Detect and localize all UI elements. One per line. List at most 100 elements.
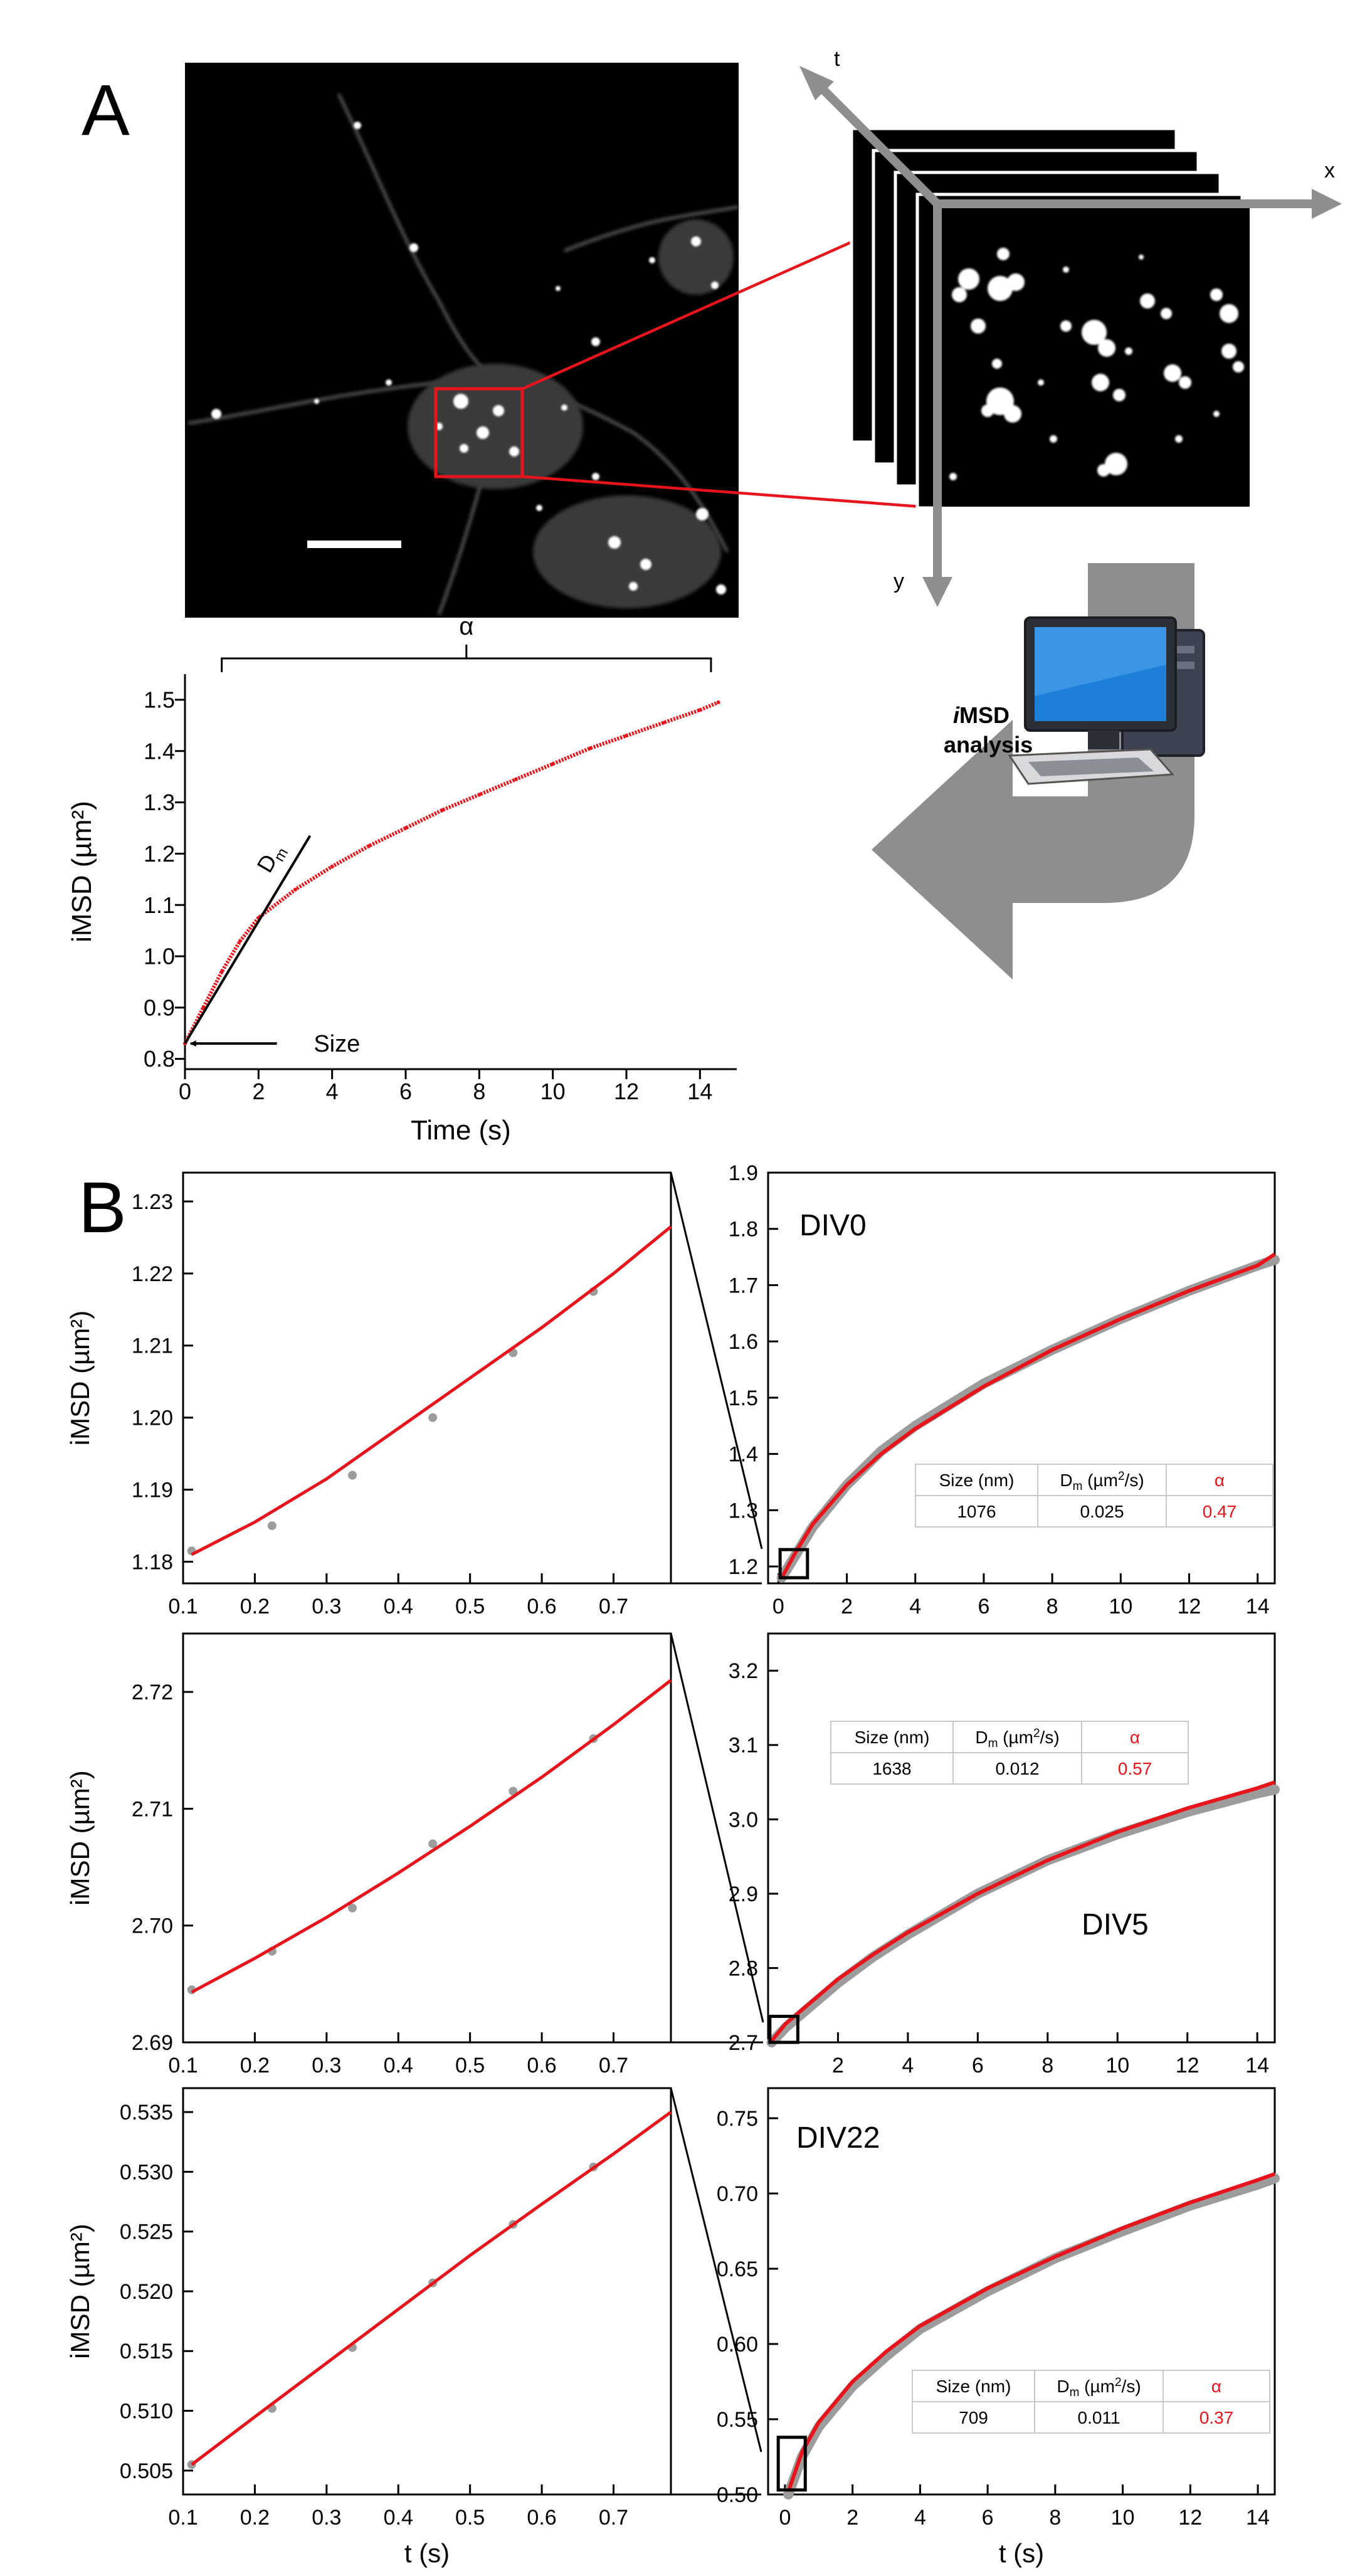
data-band: [776, 1255, 1280, 1583]
y-tick-label: 1.7: [729, 1274, 758, 1297]
table-value: 1076: [957, 1502, 996, 1521]
x-tick-label: 0.3: [312, 2506, 341, 2530]
y-tick-label: 1.21: [132, 1334, 173, 1358]
plot-frame: [767, 1632, 1276, 2044]
y-tick-label: 0.65: [717, 2257, 758, 2281]
y-tick-label: 1.18: [132, 1550, 173, 1574]
x-tick-label: 10: [1109, 1595, 1132, 1618]
data-point: [698, 708, 702, 712]
data-point: [267, 1521, 277, 1531]
y-tick-label: 0.75: [717, 2107, 758, 2131]
plot-frame: [767, 1171, 1276, 1585]
table-value: 0.47: [1203, 1502, 1237, 1521]
panel-label-a: A: [82, 70, 130, 150]
chart-b2-full: 2 4 6 8 10 12 14 2.7 2.8 2.9 3.0 3.1 3.2 DIV5 Size (nm…: [729, 1632, 1280, 2077]
dm-header-sup: 2: [1033, 1727, 1040, 1740]
data-point: [588, 746, 592, 751]
y-tick-label: 1.2: [729, 1555, 758, 1579]
x-tick-label: 0.4: [384, 1595, 413, 1618]
x-tick-label: 6: [978, 1595, 989, 1618]
x-tick-label: 10: [540, 1079, 566, 1104]
x-tick-label: 0.4: [384, 2054, 413, 2077]
computer-icon: [1008, 616, 1205, 785]
y-tick-label: 2.9: [729, 1882, 758, 1906]
x-tick-label: 10: [1105, 2054, 1129, 2077]
table-value: 709: [959, 2408, 988, 2427]
condition-label: DIV22: [796, 2121, 880, 2155]
y-tick-label: 1.22: [132, 1262, 173, 1286]
x-tick-label: 0.3: [312, 2054, 341, 2077]
fit-line: [191, 1225, 672, 1556]
y-axis-title: iMSD (µm²): [65, 2224, 95, 2358]
data-point: [348, 1903, 357, 1913]
data-point: [428, 1839, 438, 1849]
panel-label-b: B: [78, 1168, 127, 1248]
x-tick-label: 0.1: [168, 1595, 198, 1618]
y-tick-label: 0.50: [717, 2483, 758, 2507]
roi-box: [434, 387, 524, 478]
condition-label: DIV5: [1082, 1908, 1149, 1941]
data-point: [330, 864, 334, 868]
x-tick-label: 4: [909, 1595, 921, 1618]
fit-line: [770, 1780, 1275, 2042]
table-value: 1638: [872, 1759, 911, 1778]
x-tick-label: 12: [1176, 2054, 1199, 2077]
x-tick-label: 14: [1245, 2054, 1269, 2077]
x-tick-label: 0.6: [527, 2506, 556, 2530]
fit-line: [191, 1679, 672, 1994]
x-tick-label: 0: [179, 1079, 191, 1104]
y-tick-label: 1.6: [729, 1330, 758, 1354]
x-tick-label: 8: [1049, 2506, 1061, 2530]
y-tick-label: 0.505: [120, 2459, 173, 2483]
x-tick-label: 0.4: [384, 2506, 413, 2530]
table-value: 0.57: [1118, 1759, 1152, 1778]
data-point: [201, 1005, 206, 1010]
x-axis-title: t (s): [999, 2538, 1044, 2568]
dm-header-sub: m: [988, 1737, 998, 1750]
x-tick-label: 0.2: [240, 1595, 270, 1618]
y-tick-label: 0.530: [120, 2160, 173, 2184]
y-tick-label: 0.60: [717, 2333, 758, 2357]
plot-frame: [767, 2087, 1276, 2496]
stack-axis-x-label: x: [1324, 159, 1335, 182]
condition-label: DIV0: [799, 1209, 867, 1242]
data-point: [348, 1470, 357, 1480]
dm-header-unit: (µm: [1082, 1470, 1118, 1490]
y-tick-label: 2.71: [132, 1797, 173, 1821]
x-tick-label: 0: [772, 1595, 784, 1618]
x-tick-label: 0.7: [599, 1595, 628, 1618]
table-value: 0.011: [1078, 2408, 1120, 2427]
dm-header-main: D: [975, 1728, 988, 1747]
y-tick-label: 0.510: [120, 2399, 173, 2423]
dm-header-main: D: [1057, 2377, 1069, 2396]
x-tick-label: 0.3: [312, 1595, 341, 1618]
x-tick-label: 8: [1041, 2054, 1053, 2077]
data-point: [367, 844, 371, 848]
x-tick-label: 0.2: [240, 2054, 270, 2077]
y-tick-label: 1.3: [729, 1499, 758, 1523]
dm-label: Dm: [251, 839, 292, 879]
y-tick-label: 1.19: [132, 1479, 173, 1502]
data-point: [293, 887, 297, 892]
scale-bar: [307, 541, 401, 548]
dm-header-end: /s): [1125, 1470, 1144, 1490]
stack-axis-y-label: y: [894, 569, 904, 593]
y-tick-label: 0.525: [120, 2220, 173, 2244]
dm-header-end: /s): [1040, 1728, 1060, 1747]
chart-b3-zoom: 0.1 0.2 0.3 0.4 0.5 0.6 0.7 0.505 0.510 0.515 0.52…: [65, 2087, 672, 2568]
table-header: α: [1215, 1470, 1225, 1490]
chart-b2-zoom: 0.1 0.2 0.3 0.4 0.5 0.6 0.7 2.69 2.70 2.71 2.72 iMS…: [65, 1632, 672, 2077]
data-point: [404, 826, 408, 830]
computer-label-line1: iMSD: [953, 702, 1010, 728]
x-tick-label: 0.6: [527, 2054, 556, 2077]
computer-label-rest: MSD: [959, 702, 1010, 728]
y-tick-label: 1.8: [729, 1218, 758, 1242]
computer-label-line2: analysis: [944, 732, 1033, 757]
table-value: 0.025: [1080, 1502, 1124, 1521]
table-header: Dm (µm2/s): [975, 1727, 1059, 1750]
y-tick-label: 1.5: [144, 687, 175, 713]
data-band: [766, 1784, 1280, 2047]
y-tick-label: 1.23: [132, 1190, 173, 1214]
